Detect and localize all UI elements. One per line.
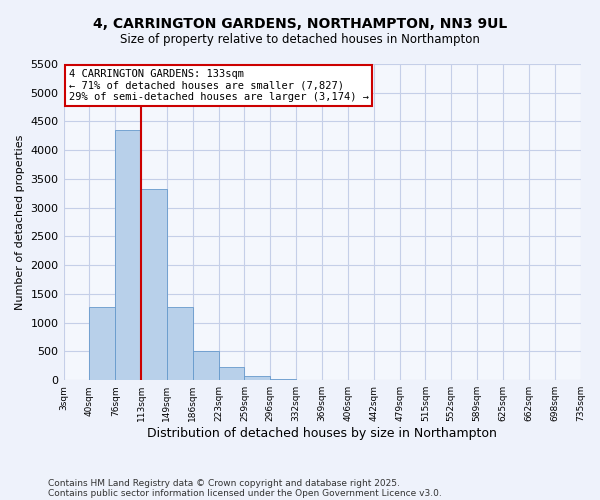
Text: 4, CARRINGTON GARDENS, NORTHAMPTON, NN3 9UL: 4, CARRINGTON GARDENS, NORTHAMPTON, NN3 … bbox=[93, 18, 507, 32]
Y-axis label: Number of detached properties: Number of detached properties bbox=[15, 134, 25, 310]
Bar bbox=[271, 379, 296, 380]
Bar bbox=[193, 352, 218, 380]
Text: Contains HM Land Registry data © Crown copyright and database right 2025.: Contains HM Land Registry data © Crown c… bbox=[48, 478, 400, 488]
Text: Contains public sector information licensed under the Open Government Licence v3: Contains public sector information licen… bbox=[48, 488, 442, 498]
Bar bbox=[115, 130, 141, 380]
Text: 4 CARRINGTON GARDENS: 133sqm
← 71% of detached houses are smaller (7,827)
29% of: 4 CARRINGTON GARDENS: 133sqm ← 71% of de… bbox=[69, 68, 369, 102]
Bar bbox=[89, 307, 115, 380]
Bar bbox=[244, 376, 271, 380]
Bar bbox=[141, 190, 167, 380]
Text: Size of property relative to detached houses in Northampton: Size of property relative to detached ho… bbox=[120, 32, 480, 46]
Bar bbox=[218, 367, 244, 380]
Bar bbox=[167, 306, 193, 380]
X-axis label: Distribution of detached houses by size in Northampton: Distribution of detached houses by size … bbox=[147, 427, 497, 440]
